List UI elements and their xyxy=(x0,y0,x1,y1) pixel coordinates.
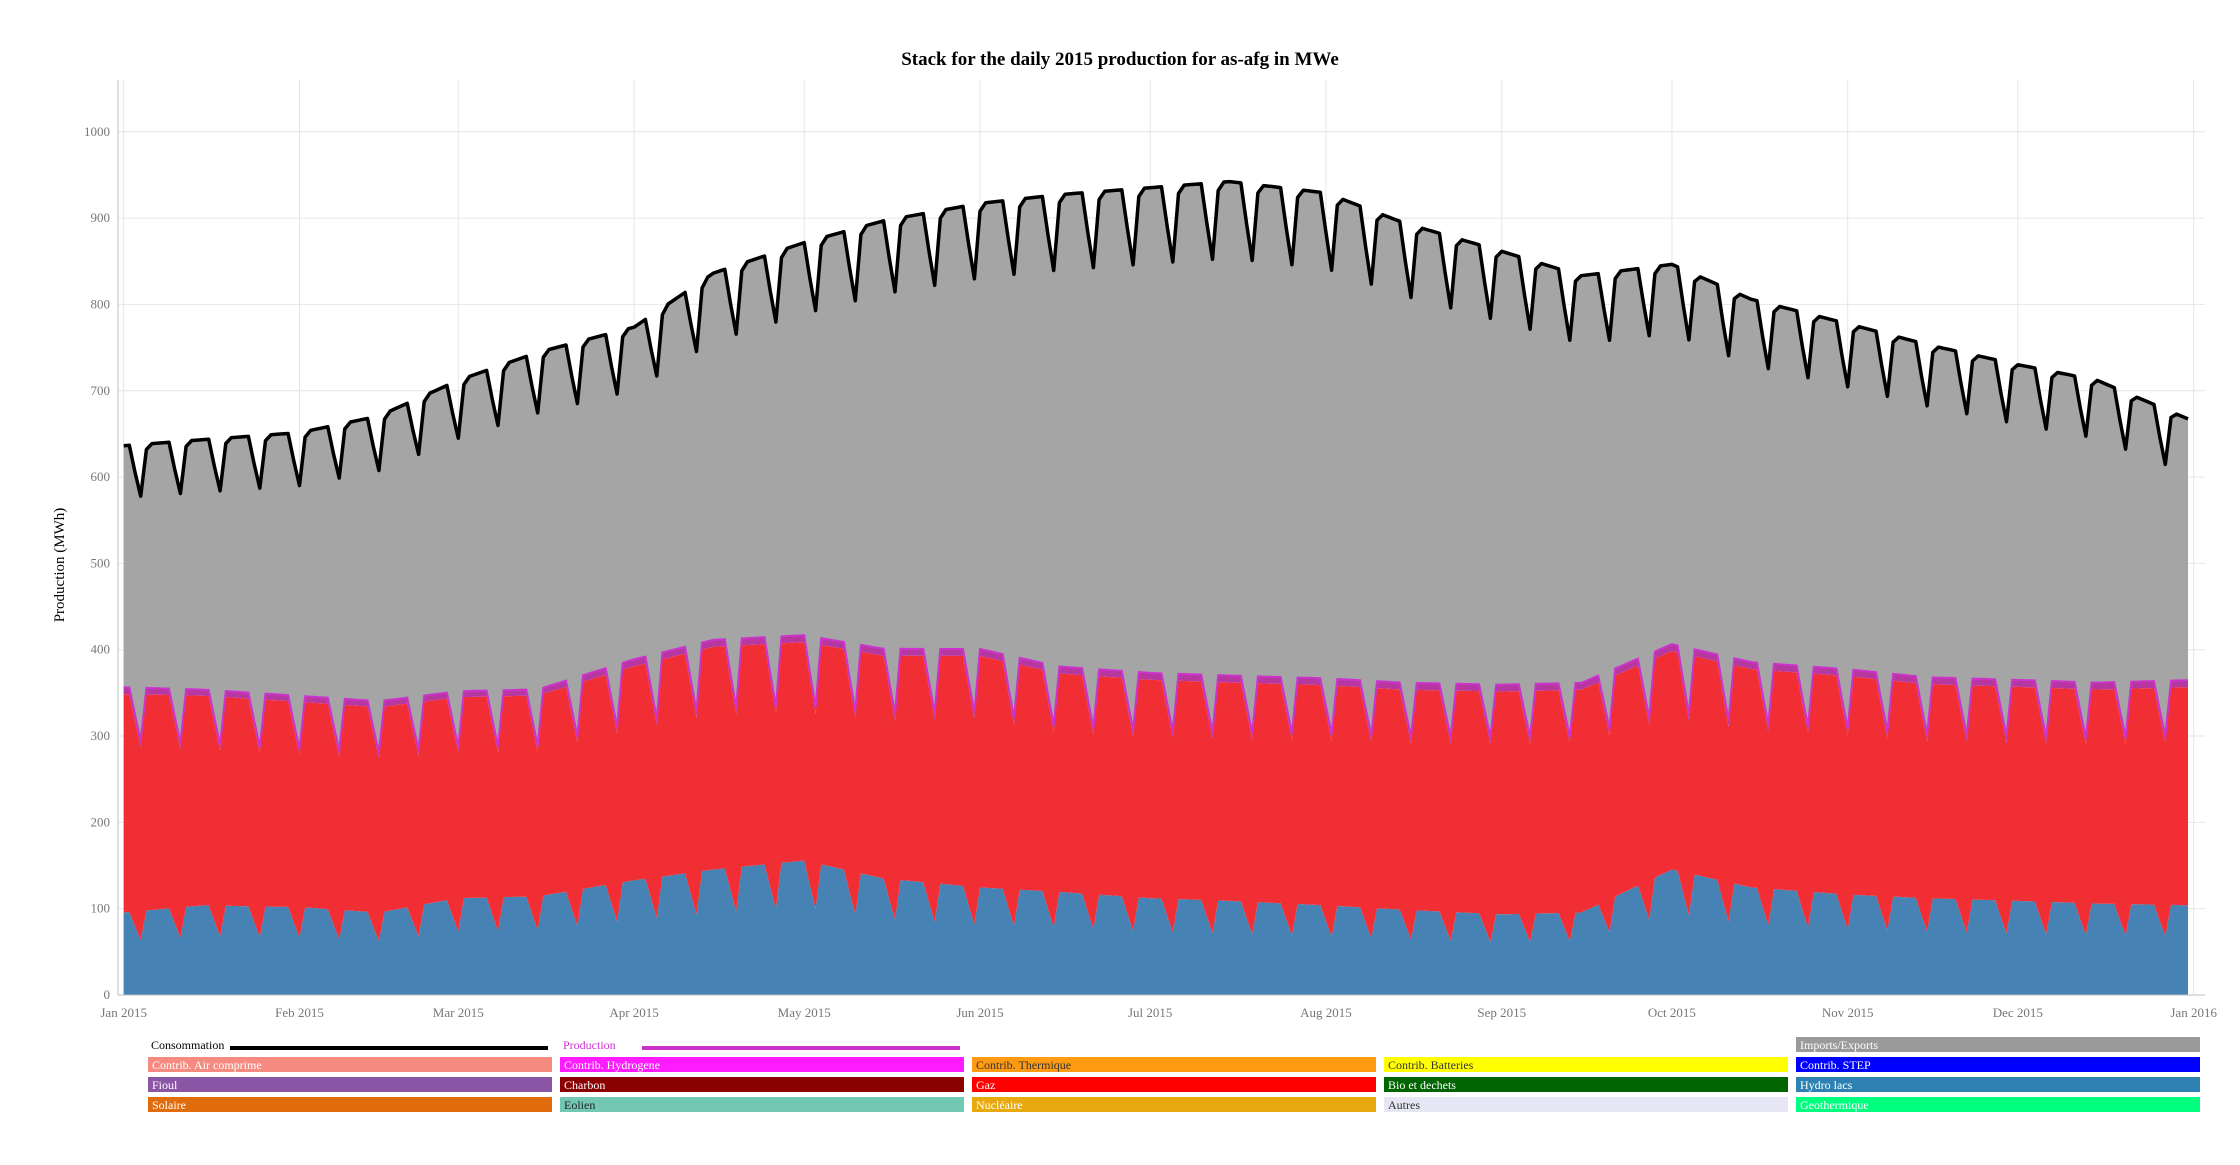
legend-swatch-gaz xyxy=(972,1077,1376,1092)
legend-label-contrib-step: Contrib. STEP xyxy=(1800,1058,1871,1072)
legend-swatch-fioul xyxy=(148,1077,552,1092)
legend-swatch-eolien xyxy=(560,1097,964,1112)
y-tick-label: 1000 xyxy=(84,124,110,139)
area-layer xyxy=(123,181,2189,995)
x-tick-label: Jul 2015 xyxy=(1128,1005,1172,1020)
y-tick-label: 100 xyxy=(91,901,111,916)
area-imports-exports xyxy=(123,181,2189,753)
y-tick-label: 700 xyxy=(91,383,111,398)
legend-swatch-contrib-step xyxy=(1796,1057,2200,1072)
consumption-line xyxy=(123,179,2189,498)
y-axis-label: Production (MWh) xyxy=(52,508,68,623)
legend-label-contrib-batteries: Contrib. Batteries xyxy=(1388,1058,1474,1072)
y-tick-label: 400 xyxy=(91,642,111,657)
legend-label-autres: Autres xyxy=(1388,1098,1420,1112)
y-tick-label: 500 xyxy=(91,555,111,570)
legend-swatch-autres xyxy=(1384,1097,1788,1112)
line-layer xyxy=(123,179,2189,753)
legend-swatch-contrib-air-comprime xyxy=(148,1057,552,1072)
legend-label-production: Production xyxy=(563,1038,616,1052)
legend-swatch-charbon xyxy=(560,1077,964,1092)
legend: Consommation Production Imports/Exports Con… xyxy=(148,1037,2200,1112)
y-tick-label: 200 xyxy=(91,814,111,829)
chart-title: Stack for the daily 2015 production for … xyxy=(901,49,1339,70)
x-tick-label: Oct 2015 xyxy=(1648,1005,1696,1020)
x-tick-label: Apr 2015 xyxy=(609,1005,658,1020)
x-tick-label: Feb 2015 xyxy=(275,1005,324,1020)
y-tick-label: 0 xyxy=(104,987,111,1002)
area-hydro-lacs xyxy=(123,860,2189,995)
legend-swatch-solaire xyxy=(148,1097,552,1112)
legend-label-charbon: Charbon xyxy=(564,1078,605,1092)
y-tick-label: 300 xyxy=(91,728,111,743)
legend-label-consommation: Consommation xyxy=(151,1038,224,1052)
axis-layer: 0 100 200 300 400 500 600 700 800 900 1000 Jan 2015… xyxy=(84,80,2217,1020)
production-line xyxy=(123,634,2189,753)
legend-label-contrib-thermique: Contrib. Thermique xyxy=(976,1058,1071,1072)
x-tick-label: May 2015 xyxy=(778,1005,831,1020)
x-tick-label: Sep 2015 xyxy=(1477,1005,1526,1020)
legend-label-geothermique: Geothermique xyxy=(1800,1098,1869,1112)
y-tick-label: 900 xyxy=(91,210,111,225)
legend-label-contrib-air-comprime: Contrib. Air comprime xyxy=(152,1058,262,1072)
legend-label-gaz: Gaz xyxy=(976,1078,995,1092)
legend-label-bio-et-dechets: Bio et dechets xyxy=(1388,1078,1456,1092)
x-tick-label: Jan 2016 xyxy=(2170,1005,2217,1020)
legend-label-solaire: Solaire xyxy=(152,1098,186,1112)
x-tick-label: Jan 2015 xyxy=(100,1005,147,1020)
legend-swatch-bio-et-dechets xyxy=(1384,1077,1788,1092)
legend-swatch-geothermique xyxy=(1796,1097,2200,1112)
y-tick-label: 800 xyxy=(91,296,111,311)
legend-swatch-contrib-thermique xyxy=(972,1057,1376,1072)
legend-swatch-nucl-aire xyxy=(972,1097,1376,1112)
legend-swatch-contrib-hydrogene xyxy=(560,1057,964,1072)
legend-swatch-hydro-lacs xyxy=(1796,1077,2200,1092)
legend-swatch-imports-exports xyxy=(1796,1037,2200,1052)
x-tick-label: Mar 2015 xyxy=(433,1005,484,1020)
x-tick-label: Jun 2015 xyxy=(956,1005,1003,1020)
legend-label-fioul: Fioul xyxy=(152,1078,178,1092)
legend-label-nucl-aire: Nucléaire xyxy=(976,1098,1023,1112)
legend-label-eolien: Eolien xyxy=(564,1098,595,1112)
legend-swatch-contrib-batteries xyxy=(1384,1057,1788,1072)
legend-label-imports-exports: Imports/Exports xyxy=(1800,1038,1878,1052)
x-tick-label: Aug 2015 xyxy=(1300,1005,1352,1020)
legend-label-contrib-hydrogene: Contrib. Hydrogene xyxy=(564,1058,660,1072)
legend-label-hydro-lacs: Hydro lacs xyxy=(1800,1078,1853,1092)
x-tick-label: Nov 2015 xyxy=(1822,1005,1874,1020)
y-tick-label: 600 xyxy=(91,469,111,484)
x-tick-label: Dec 2015 xyxy=(1993,1005,2043,1020)
area-gaz xyxy=(123,642,2189,942)
